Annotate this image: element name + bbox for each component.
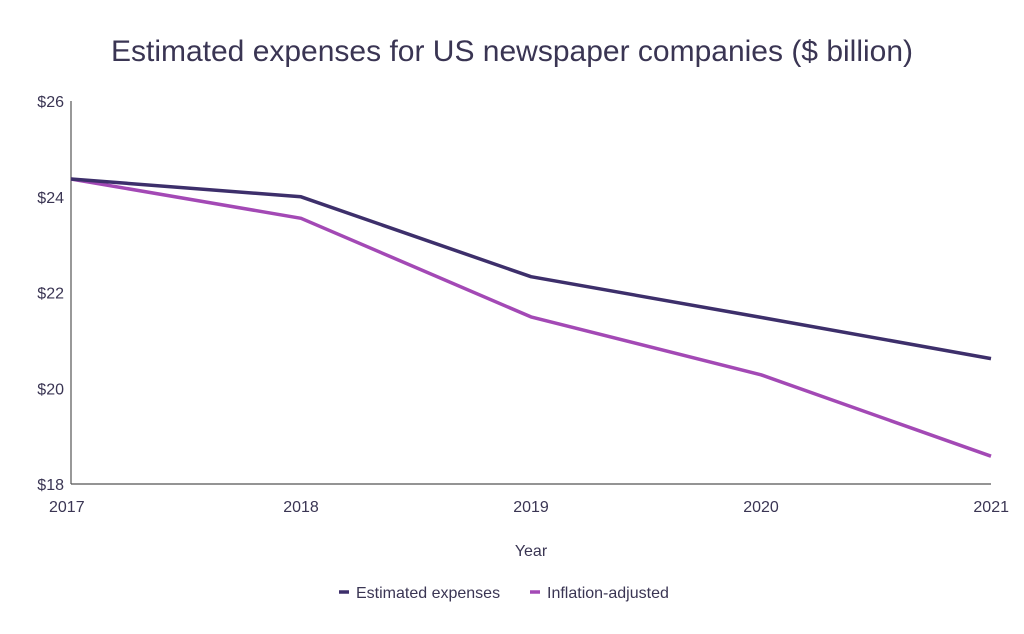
legend: Estimated expenses Inflation-adjusted bbox=[339, 585, 669, 602]
y-tick-label: $24 bbox=[37, 190, 64, 207]
x-tick-label: 2018 bbox=[283, 499, 319, 516]
y-axis-ticks: $18 $20 $22 $24 $26 bbox=[37, 94, 64, 494]
y-tick-label: $22 bbox=[37, 286, 64, 303]
y-tick-label: $26 bbox=[37, 94, 64, 111]
x-tick-label: 2021 bbox=[973, 499, 1009, 516]
series-line-inflation-adjusted bbox=[70, 177, 992, 458]
chart-title: Estimated expenses for US newspaper comp… bbox=[111, 35, 913, 68]
legend-label: Estimated expenses bbox=[356, 585, 500, 602]
x-tick-label: 2020 bbox=[743, 499, 779, 516]
x-axis-ticks: 2017 2018 2019 2020 2021 bbox=[49, 499, 1009, 516]
x-tick-label: 2017 bbox=[49, 499, 85, 516]
series-line-estimated-expenses bbox=[70, 177, 992, 361]
series-lines bbox=[70, 177, 992, 458]
x-axis-title: Year bbox=[515, 543, 548, 560]
plot-area: $18 $20 $22 $24 $26 2017 2018 2019 2020 2021 bbox=[37, 94, 1009, 516]
legend-item: Inflation-adjusted bbox=[530, 585, 669, 602]
y-tick-label: $20 bbox=[37, 381, 64, 398]
y-tick-label: $18 bbox=[37, 477, 64, 494]
legend-item: Estimated expenses bbox=[339, 585, 500, 602]
x-tick-label: 2019 bbox=[513, 499, 549, 516]
legend-label: Inflation-adjusted bbox=[547, 585, 669, 602]
